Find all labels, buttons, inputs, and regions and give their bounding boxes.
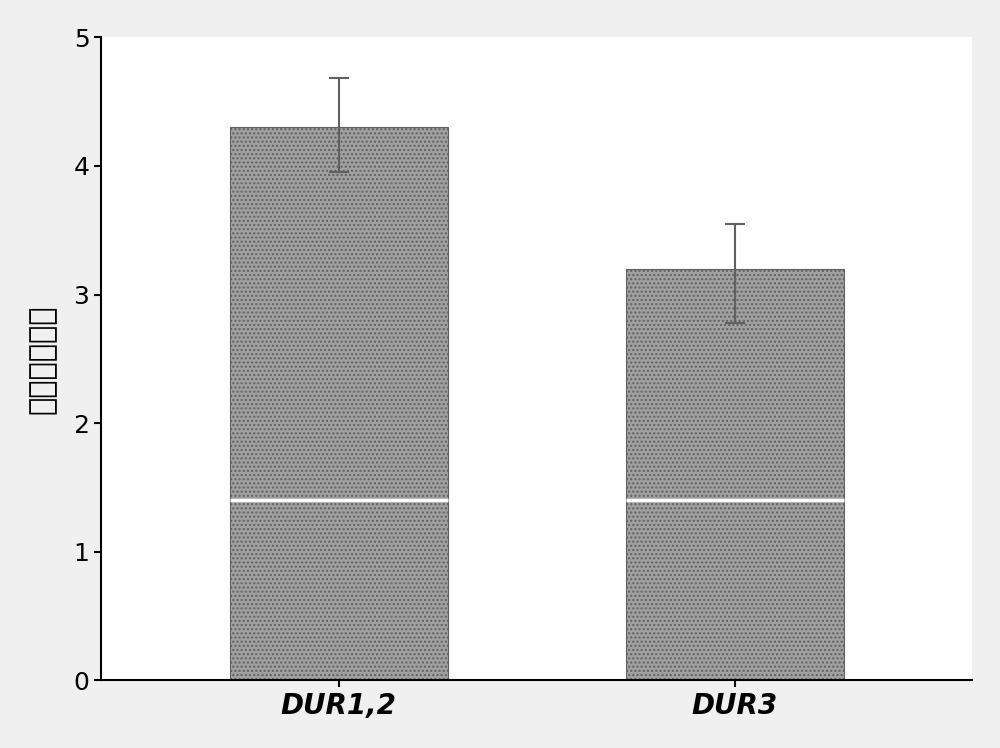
- Bar: [626, 269, 844, 681]
- Bar: [230, 127, 448, 681]
- Y-axis label: 基因变化倍数: 基因变化倍数: [28, 304, 57, 414]
